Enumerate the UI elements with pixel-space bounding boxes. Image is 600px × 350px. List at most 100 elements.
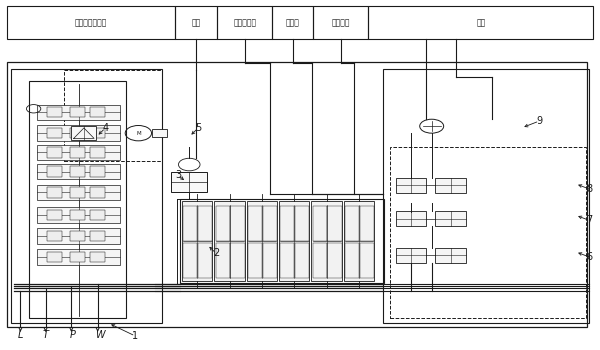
Text: 动力元马达调速: 动力元马达调速 [75,18,107,27]
Bar [214,201,245,281]
Text: 水罄: 水罄 [476,18,485,27]
Text: 5: 5 [195,123,202,133]
Bar [396,178,426,193]
Bar [175,6,217,39]
Bar [215,243,230,278]
Text: 7: 7 [586,215,592,225]
Bar [295,206,310,241]
Bar [91,147,105,158]
Bar [7,6,175,39]
Bar [328,206,341,241]
Bar [295,243,310,278]
Bar [47,107,62,118]
Bar [230,206,245,241]
Bar [47,147,62,158]
Bar [71,126,97,140]
Text: T: T [43,330,49,340]
Bar [37,249,121,265]
Bar [368,6,593,39]
Bar [91,252,105,262]
Bar [7,62,587,327]
Bar [91,231,105,241]
Bar [396,247,426,263]
Bar [390,147,586,318]
Bar [396,211,426,226]
Bar [70,252,85,262]
Bar [217,6,272,39]
Bar [91,166,105,177]
Bar [248,206,262,241]
Bar [279,201,310,281]
Bar [37,185,121,200]
Bar [47,210,62,220]
Bar [313,206,327,241]
Bar [360,243,374,278]
Text: W: W [95,330,104,340]
Bar [152,129,167,136]
Bar [37,126,121,141]
Bar [91,128,105,138]
Bar [280,206,295,241]
Bar [47,187,62,198]
Text: 动力卡爬居: 动力卡爬居 [233,18,256,27]
Bar [64,70,163,161]
Bar [47,128,62,138]
Text: 缩形制卓: 缩形制卓 [331,18,350,27]
Bar [70,166,85,177]
Bar [70,187,85,198]
Text: 8: 8 [586,184,592,194]
Bar [37,228,121,244]
Text: 筛过: 筛过 [192,18,201,27]
Text: 流量器: 流量器 [286,18,300,27]
Text: P: P [70,330,76,340]
Text: 1: 1 [133,331,139,341]
Bar [180,199,384,283]
Text: L: L [18,330,23,340]
Bar [434,178,466,193]
Bar [434,247,466,263]
Bar [360,206,374,241]
Bar [434,211,466,226]
Text: 4: 4 [103,123,109,133]
Bar [91,107,105,118]
Bar [313,6,368,39]
Bar [70,147,85,158]
Text: 3: 3 [175,170,181,180]
Bar [37,208,121,223]
Bar [70,231,85,241]
Bar [47,252,62,262]
Bar [37,164,121,179]
Bar [345,206,359,241]
Bar [91,187,105,198]
Bar [344,201,374,281]
Bar [183,206,197,241]
Bar [70,210,85,220]
Bar [311,201,342,281]
Bar [11,69,163,323]
Text: 9: 9 [536,116,542,126]
Text: 6: 6 [586,252,592,262]
Bar [47,231,62,241]
Bar [263,243,277,278]
Bar [198,206,212,241]
Bar [280,243,295,278]
Bar [70,128,85,138]
Bar [198,243,212,278]
Bar [29,81,127,318]
Bar [183,243,197,278]
Bar [263,206,277,241]
Text: M: M [136,131,140,136]
Bar [272,6,313,39]
Bar [37,145,121,160]
Bar [383,69,589,323]
Bar [171,172,207,193]
Bar [47,166,62,177]
Bar [313,243,327,278]
Bar [230,243,245,278]
Bar [248,243,262,278]
Bar [328,243,341,278]
Bar [345,243,359,278]
Bar [37,105,121,120]
Bar [215,206,230,241]
Bar [247,201,277,281]
